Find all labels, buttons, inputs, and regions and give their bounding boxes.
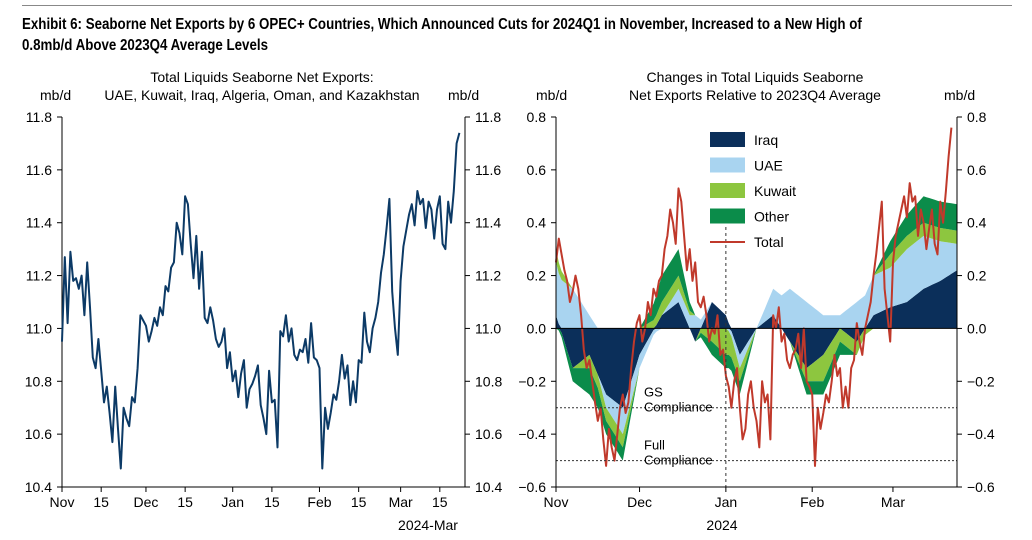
area-iraq-positive — [556, 270, 957, 329]
title-rule — [22, 5, 1012, 6]
area-uae-positive — [556, 235, 957, 329]
right-chart-x-ticks: Nov Dec Jan Feb Mar — [544, 487, 905, 510]
right-chart-title-line1: Changes in Total Liquids Seaborne — [647, 69, 864, 85]
right-y-tick-label-right: 0.8 — [967, 109, 987, 125]
left-y-tick-label-right: 11.2 — [475, 268, 501, 284]
right-chart-title-line2: Net Exports Relative to 2023Q4 Average — [629, 87, 881, 103]
legend-label-uae: UAE — [754, 158, 783, 174]
legend-swatch-kuwait — [710, 183, 745, 198]
left-x-tick-label: 15 — [351, 494, 367, 510]
right-y-tick-label-right: −0.4 — [967, 426, 995, 442]
left-chart-x-end-label: 2024-Mar — [398, 517, 458, 533]
area-iraq-negative — [556, 328, 957, 408]
compliance-label-line2: Compliance — [644, 453, 713, 468]
legend-swatch-other — [710, 208, 745, 224]
left-y-tick-label-right: 10.6 — [475, 426, 502, 442]
left-x-tick-label: 15 — [432, 494, 448, 510]
left-y-tick-label: 11.2 — [26, 268, 52, 284]
left-y-tick-label-right: 10.4 — [475, 479, 502, 495]
left-y-tick-label-right: 11.8 — [475, 109, 501, 125]
legend-label-iraq: Iraq — [754, 132, 778, 148]
exhibit-title: Exhibit 6: Seaborne Net Exports by 6 OPE… — [22, 16, 862, 54]
left-y-tick-label-right: 11.6 — [475, 162, 501, 178]
left-y-tick-label: 11.6 — [26, 162, 52, 178]
left-x-tick-label: Feb — [307, 494, 331, 510]
compliance-label-line1: GS — [644, 385, 663, 400]
legend-label-kuwait: Kuwait — [754, 183, 796, 199]
right-x-tick-label: Feb — [800, 494, 824, 510]
right-chart-y-ticks: −0.6 −0.6 −0.4 −0.4 −0.2 −0.2 0.0 0.0 0.2 0.2 0.4 0… — [518, 109, 994, 495]
right-x-tick-label: Nov — [544, 494, 569, 510]
area-uae-negative — [556, 328, 957, 435]
right-y-tick-label-right: −0.2 — [967, 373, 995, 389]
compliance-label-line2: Compliance — [644, 400, 713, 415]
left-x-tick-label: Dec — [134, 494, 159, 510]
right-chart-ylabel-left: mb/d — [536, 87, 567, 103]
left-x-tick-label: 15 — [93, 494, 109, 510]
right-chart-ylabel-right: mb/d — [944, 87, 975, 103]
right-y-tick-label: −0.2 — [518, 373, 546, 389]
left-chart-title-line2: UAE, Kuwait, Iraq, Algeria, Oman, and Ka… — [104, 87, 419, 103]
left-chart-y-ticks: 10.4 10.4 10.6 10.6 10.8 10.8 11.0 11.0 11.2 11.2… — [25, 109, 503, 495]
legend-label-other: Other — [754, 209, 789, 225]
right-y-tick-label-right: 0.6 — [967, 162, 987, 178]
right-x-tick-label: Mar — [881, 494, 905, 510]
legend-swatch-iraq — [710, 132, 745, 147]
left-chart-series-line — [61, 132, 461, 470]
right-y-tick-label: −0.4 — [518, 426, 546, 442]
left-x-tick-label: 15 — [264, 494, 280, 510]
left-y-tick-label: 10.8 — [25, 373, 52, 389]
right-y-tick-label: 0.6 — [527, 162, 547, 178]
left-x-tick-label: Nov — [50, 494, 75, 510]
legend-swatch-uae — [710, 157, 745, 173]
left-y-tick-label: 10.6 — [25, 426, 52, 442]
right-y-tick-label: 0.0 — [527, 320, 547, 336]
compliance-label-line1: Full — [644, 438, 665, 453]
left-y-tick-label-right: 11.4 — [475, 215, 501, 231]
left-y-tick-label: 11.4 — [26, 215, 52, 231]
left-chart: Total Liquids Seaborne Net Exports: UAE,… — [25, 69, 503, 533]
left-y-tick-label-right: 11.0 — [475, 320, 501, 336]
left-y-tick-label-right: 10.8 — [475, 373, 502, 389]
right-y-tick-label-right: 0.0 — [967, 320, 987, 336]
legend-label-total: Total — [754, 234, 784, 250]
left-chart-ylabel-left: mb/d — [40, 87, 71, 103]
right-y-tick-label-right: 0.4 — [967, 215, 987, 231]
left-x-tick-label: 15 — [177, 494, 193, 510]
right-y-tick-label: 0.8 — [527, 109, 547, 125]
left-chart-title-line1: Total Liquids Seaborne Net Exports: — [150, 69, 373, 85]
right-y-tick-label-right: 0.2 — [967, 268, 987, 284]
left-x-tick-label: Jan — [221, 494, 244, 510]
left-x-tick-label: Mar — [389, 494, 413, 510]
left-chart-ylabel-right: mb/d — [448, 87, 479, 103]
left-y-tick-label: 11.0 — [26, 320, 52, 336]
right-x-tick-label: Dec — [627, 494, 652, 510]
right-y-tick-label: 0.2 — [527, 268, 547, 284]
right-chart-legend: Iraq UAE Kuwait Other Total — [710, 132, 796, 250]
right-y-tick-label: −0.6 — [518, 479, 546, 495]
right-y-tick-label-right: −0.6 — [967, 479, 995, 495]
right-x-tick-label: Jan — [715, 494, 738, 510]
left-chart-x-ticks: Nov 15 Dec 15 Jan 15 Feb 15 Mar 15 — [50, 487, 448, 510]
left-y-tick-label: 11.8 — [26, 109, 52, 125]
left-y-tick-label: 10.4 — [25, 479, 52, 495]
right-y-tick-label: 0.4 — [527, 215, 547, 231]
right-chart: Changes in Total Liquids Seaborne Net Ex… — [518, 69, 994, 533]
right-chart-x-sub-label: 2024 — [706, 517, 737, 533]
